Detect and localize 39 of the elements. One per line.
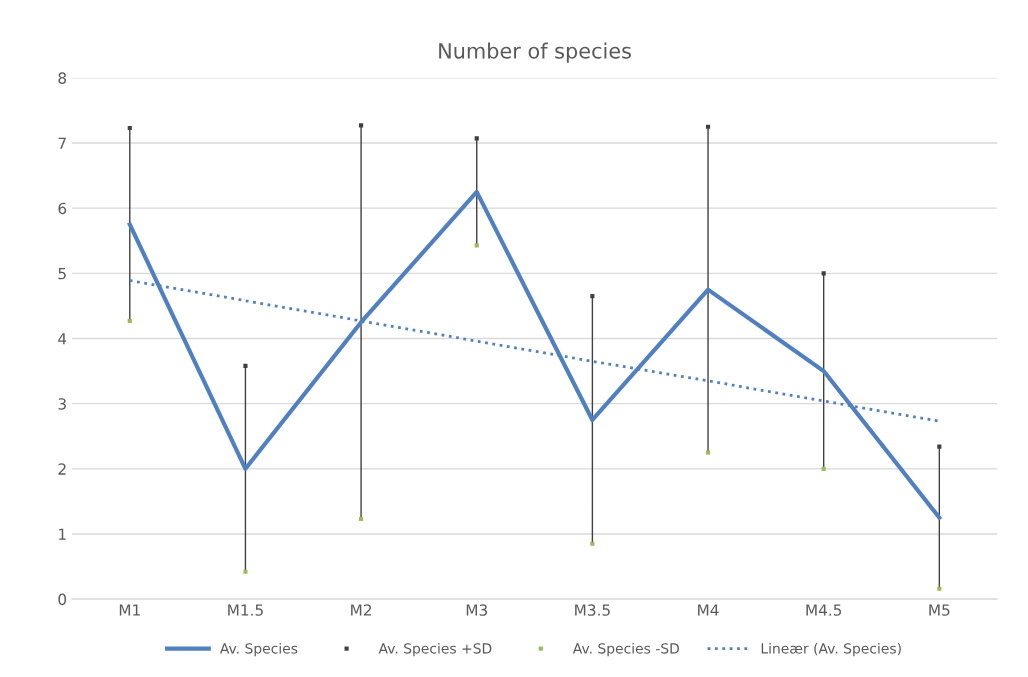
point: [127, 125, 132, 131]
chart-title: Number of species: [439, 42, 631, 63]
x-tick-label: M1: [119, 604, 140, 616]
x-tick-label: M4: [698, 604, 719, 616]
legend-label: Av. Species -SD: [572, 642, 679, 657]
x-tick-label: M5: [929, 604, 950, 616]
y-tick-label: 1: [59, 528, 66, 540]
y-tick-label: 2: [58, 463, 66, 475]
y-tick-label: 6: [58, 202, 67, 215]
point: [821, 271, 826, 276]
y-tick-label: 5: [58, 268, 66, 280]
x-tick-label: M2: [351, 604, 372, 616]
x-tick-label: M1.5: [228, 604, 263, 616]
point: [474, 136, 479, 141]
line-series: [127, 189, 942, 520]
point: [474, 243, 479, 248]
point: [937, 444, 942, 449]
point: [243, 569, 248, 574]
y-tick-label: 7: [58, 137, 66, 149]
legend-label: Lineær (Av. Species): [761, 642, 901, 657]
legend-label: Av. Species: [219, 642, 298, 657]
y-tick-label: 0: [58, 593, 67, 606]
point: [359, 123, 364, 128]
point: [937, 586, 942, 591]
legend-label: Av. Species +SD: [378, 642, 492, 657]
y-tick-label: 4: [58, 333, 67, 345]
point: [705, 450, 711, 455]
point: [590, 541, 595, 546]
y-tick-label: 8: [58, 72, 67, 84]
point: [127, 318, 132, 323]
point: [705, 124, 711, 129]
x-tick-label: M3.5: [575, 604, 610, 616]
x-tick-label: M4.5: [806, 604, 842, 616]
point: [590, 294, 595, 299]
y-tick-label: 3: [58, 398, 66, 410]
x-tick-label: M3: [466, 604, 487, 616]
point: [243, 363, 248, 368]
point: [821, 466, 826, 471]
point: [359, 516, 364, 522]
